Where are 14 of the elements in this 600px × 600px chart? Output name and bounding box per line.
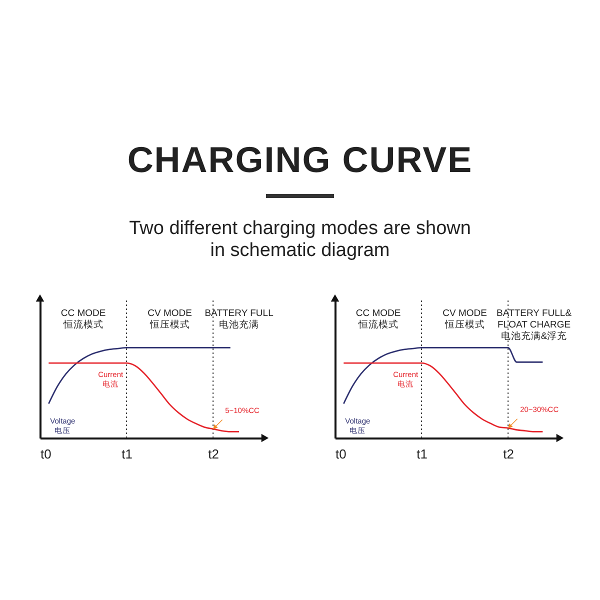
- x-tick-label: t2: [503, 446, 514, 462]
- x-tick-label: t0: [40, 446, 52, 462]
- chart-title: CHARGING CURVE: [126, 138, 474, 182]
- text: BATTERY FULL 电池充满: [204, 308, 274, 330]
- x-tick-label: t2: [208, 446, 219, 462]
- chart-subtitle: Two different charging modes are shown in schematic diagram: [128, 218, 472, 262]
- x-tick-label: t1: [416, 446, 428, 462]
- text: CV MODE 恒压模式: [442, 308, 487, 330]
- text: CC MODE 恒流模式: [356, 308, 401, 330]
- text: BATTERY FULL& FLOAT CHARGE 电池充满&浮充: [496, 308, 572, 342]
- text: CV MODE 恒压模式: [148, 308, 192, 330]
- x-tick-label: t0: [336, 446, 346, 462]
- text: CC MODE 恒流模式: [60, 308, 106, 330]
- x-tick-label: t1: [122, 446, 132, 462]
